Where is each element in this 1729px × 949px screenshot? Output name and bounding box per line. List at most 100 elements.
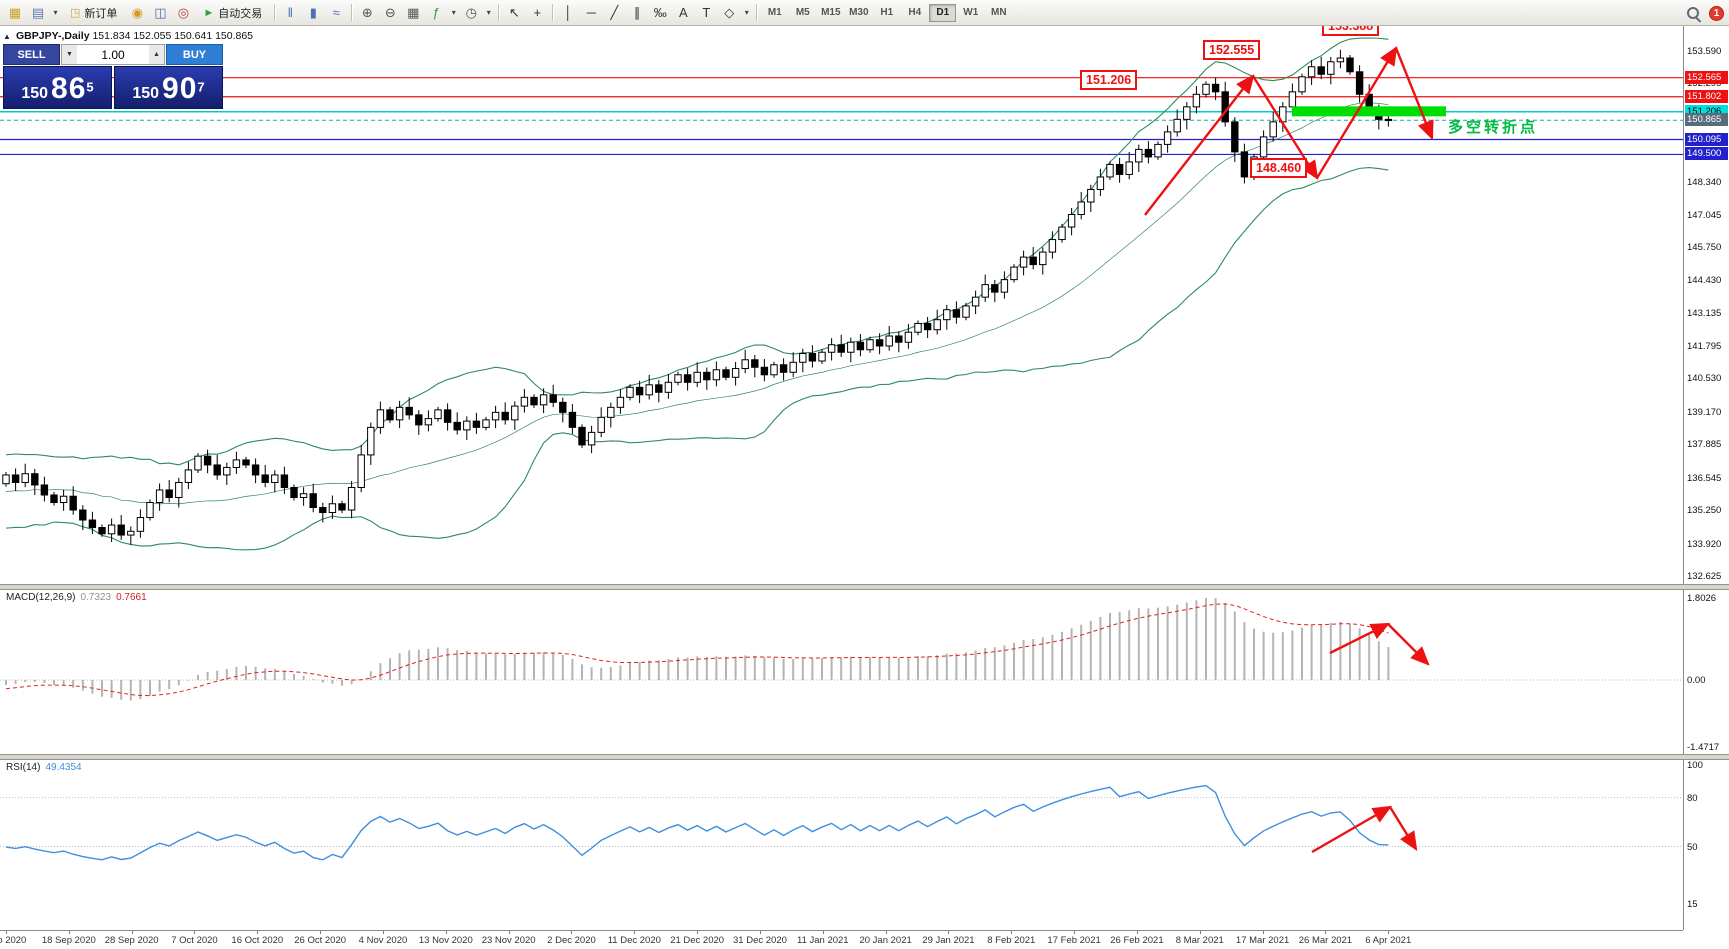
rsi-pane[interactable] xyxy=(0,760,1683,930)
fibonacci-icon[interactable]: ‰ xyxy=(649,3,671,23)
timeframe-h1[interactable]: H1 xyxy=(873,4,900,22)
trendline-icon[interactable]: ╱ xyxy=(603,3,625,23)
volume-input[interactable] xyxy=(77,45,149,64)
bar-chart-mode-icon[interactable]: ‖ xyxy=(279,3,301,23)
candle-body xyxy=(1115,163,1124,175)
autotrading-button[interactable]: ► 自动交易 xyxy=(195,3,270,23)
candle-body xyxy=(1077,201,1085,216)
trend-arrow[interactable] xyxy=(1329,622,1391,655)
vertical-line-icon[interactable]: │ xyxy=(557,3,579,23)
new-chart-icon[interactable]: ▤ xyxy=(27,3,49,23)
tile-windows-icon[interactable]: ▦ xyxy=(402,3,424,23)
volume-increase-button[interactable]: ▲ xyxy=(149,45,164,64)
price-callout-148460[interactable]: 148.460 xyxy=(1250,158,1308,178)
highlight-zone[interactable] xyxy=(1292,106,1446,117)
deposit-icon[interactable]: ◉ xyxy=(126,3,148,23)
date-label: 21 Dec 2020 xyxy=(670,935,725,946)
trend-arrow[interactable] xyxy=(1387,623,1430,666)
zoom-in-icon[interactable]: ⊕ xyxy=(356,3,378,23)
date-tick xyxy=(885,931,887,934)
date-axis[interactable]: Sep 2020 18 Sep 2020 28 Sep 2020 7 Oct 2020… xyxy=(0,930,1683,949)
horizontal-line-icon[interactable]: ─ xyxy=(580,3,602,23)
candle-body xyxy=(184,469,193,483)
timeframe-m5[interactable]: M5 xyxy=(789,4,816,22)
date-tick xyxy=(194,931,196,934)
timeframe-mn[interactable]: MN xyxy=(985,4,1012,22)
notification-badge[interactable]: 1 xyxy=(1709,5,1724,21)
price-tick: 135.250 xyxy=(1687,505,1722,517)
search-icon[interactable] xyxy=(1684,4,1702,22)
text-tool-icon[interactable]: A xyxy=(672,3,694,23)
line-chart-mode-icon[interactable]: ≈ xyxy=(325,3,347,23)
main-chart[interactable] xyxy=(0,26,1683,584)
new-chart-caret-icon[interactable]: ▾ xyxy=(50,3,61,23)
price-tick: 133.920 xyxy=(1687,538,1722,550)
price-axis[interactable]: 153.590 152.295 148.340 147.045 145.750 144.4… xyxy=(1683,26,1729,930)
trend-arrow[interactable] xyxy=(1315,45,1398,179)
crosshair-icon[interactable]: + xyxy=(526,3,548,23)
candle-body xyxy=(1384,118,1393,122)
pane-splitter-macd[interactable] xyxy=(0,584,1729,590)
candle-body xyxy=(1346,57,1354,73)
accounts-icon[interactable]: ◫ xyxy=(149,3,171,23)
candle-body xyxy=(261,474,269,483)
price-callout-152555[interactable]: 152.555 xyxy=(1203,40,1261,60)
candle-body xyxy=(933,319,941,331)
date-label: 26 Feb 2021 xyxy=(1110,935,1164,946)
trend-arrow[interactable] xyxy=(1144,74,1255,216)
candle-body xyxy=(1144,148,1153,158)
indicators-icon[interactable]: ƒ xyxy=(425,3,447,23)
autotrading-play-icon: ► xyxy=(203,6,215,19)
trend-arrow[interactable] xyxy=(1394,47,1434,141)
sell-price[interactable]: 150 865 xyxy=(3,66,112,109)
candle-body xyxy=(549,394,557,403)
price-callout-151206[interactable]: 151.206 xyxy=(1080,70,1138,90)
pane-splitter-rsi[interactable] xyxy=(0,754,1729,760)
timeframe-m15[interactable]: M15 xyxy=(817,4,844,22)
candle-body xyxy=(1183,106,1191,120)
cursor-icon[interactable]: ↖ xyxy=(503,3,525,23)
date-label: 26 Oct 2020 xyxy=(294,935,347,946)
shapes-caret-icon[interactable]: ▾ xyxy=(741,3,752,23)
indicators-caret-icon[interactable]: ▾ xyxy=(448,3,459,23)
candle-body xyxy=(1317,66,1325,75)
candle-body xyxy=(213,464,221,476)
candle-body xyxy=(453,421,461,431)
toolbar: ▦ ▤ ▾ ◳ 新订单 ◉ ◫ ◎ ► 自动交易 ‖ ▮ ≈ ⊕ ⊖ ▦ ƒ ▾ ◷ ▾ ↖ + │ ─ ╱ ∥ ‰ A T ◇ ▾ M1 M5… xyxy=(0,0,1729,26)
candle-body xyxy=(626,386,634,398)
buy-price[interactable]: 150 907 xyxy=(114,66,223,109)
timeframe-h4[interactable]: H4 xyxy=(901,4,928,22)
new-order-button[interactable]: ◳ 新订单 xyxy=(62,3,125,23)
candle-body xyxy=(11,474,20,483)
trend-arrow[interactable] xyxy=(1311,805,1393,854)
period-icon[interactable]: ◷ xyxy=(460,3,482,23)
timeframe-m30[interactable]: M30 xyxy=(845,4,872,22)
shapes-tool-icon[interactable]: ◇ xyxy=(718,3,740,23)
volume-decrease-button[interactable]: ▼ xyxy=(62,45,77,64)
timeframe-m1[interactable]: M1 xyxy=(761,4,788,22)
timeframe-w1[interactable]: W1 xyxy=(957,4,984,22)
date-label: 13 Nov 2020 xyxy=(418,935,473,946)
timeframe-d1[interactable]: D1 xyxy=(929,3,957,22)
app-icon[interactable]: ▦ xyxy=(4,3,26,23)
arrows-tool-icon[interactable]: T xyxy=(695,3,717,23)
date-label: 18 Sep 2020 xyxy=(41,935,96,946)
channel-icon[interactable]: ∥ xyxy=(626,3,648,23)
sell-button[interactable]: SELL xyxy=(3,44,60,65)
candle-body xyxy=(952,309,961,318)
turning-point-note[interactable]: 多空转折点 xyxy=(1448,119,1539,136)
candlestick-mode-icon[interactable]: ▮ xyxy=(302,3,324,23)
candle-body xyxy=(175,481,183,498)
candle-body xyxy=(1327,61,1335,75)
oneclick-collapse-icon[interactable]: ▲ xyxy=(3,32,11,41)
zoom-out-icon[interactable]: ⊖ xyxy=(379,3,401,23)
period-caret-icon[interactable]: ▾ xyxy=(483,3,494,23)
community-icon[interactable]: ◎ xyxy=(172,3,194,23)
buy-button[interactable]: BUY xyxy=(166,44,223,65)
candle-body xyxy=(895,335,903,343)
date-label: 8 Feb 2021 xyxy=(987,935,1036,946)
candle-body xyxy=(2,474,10,485)
macd-pane[interactable] xyxy=(0,590,1683,754)
candle-body xyxy=(242,459,250,466)
trend-arrow[interactable] xyxy=(1388,806,1418,852)
